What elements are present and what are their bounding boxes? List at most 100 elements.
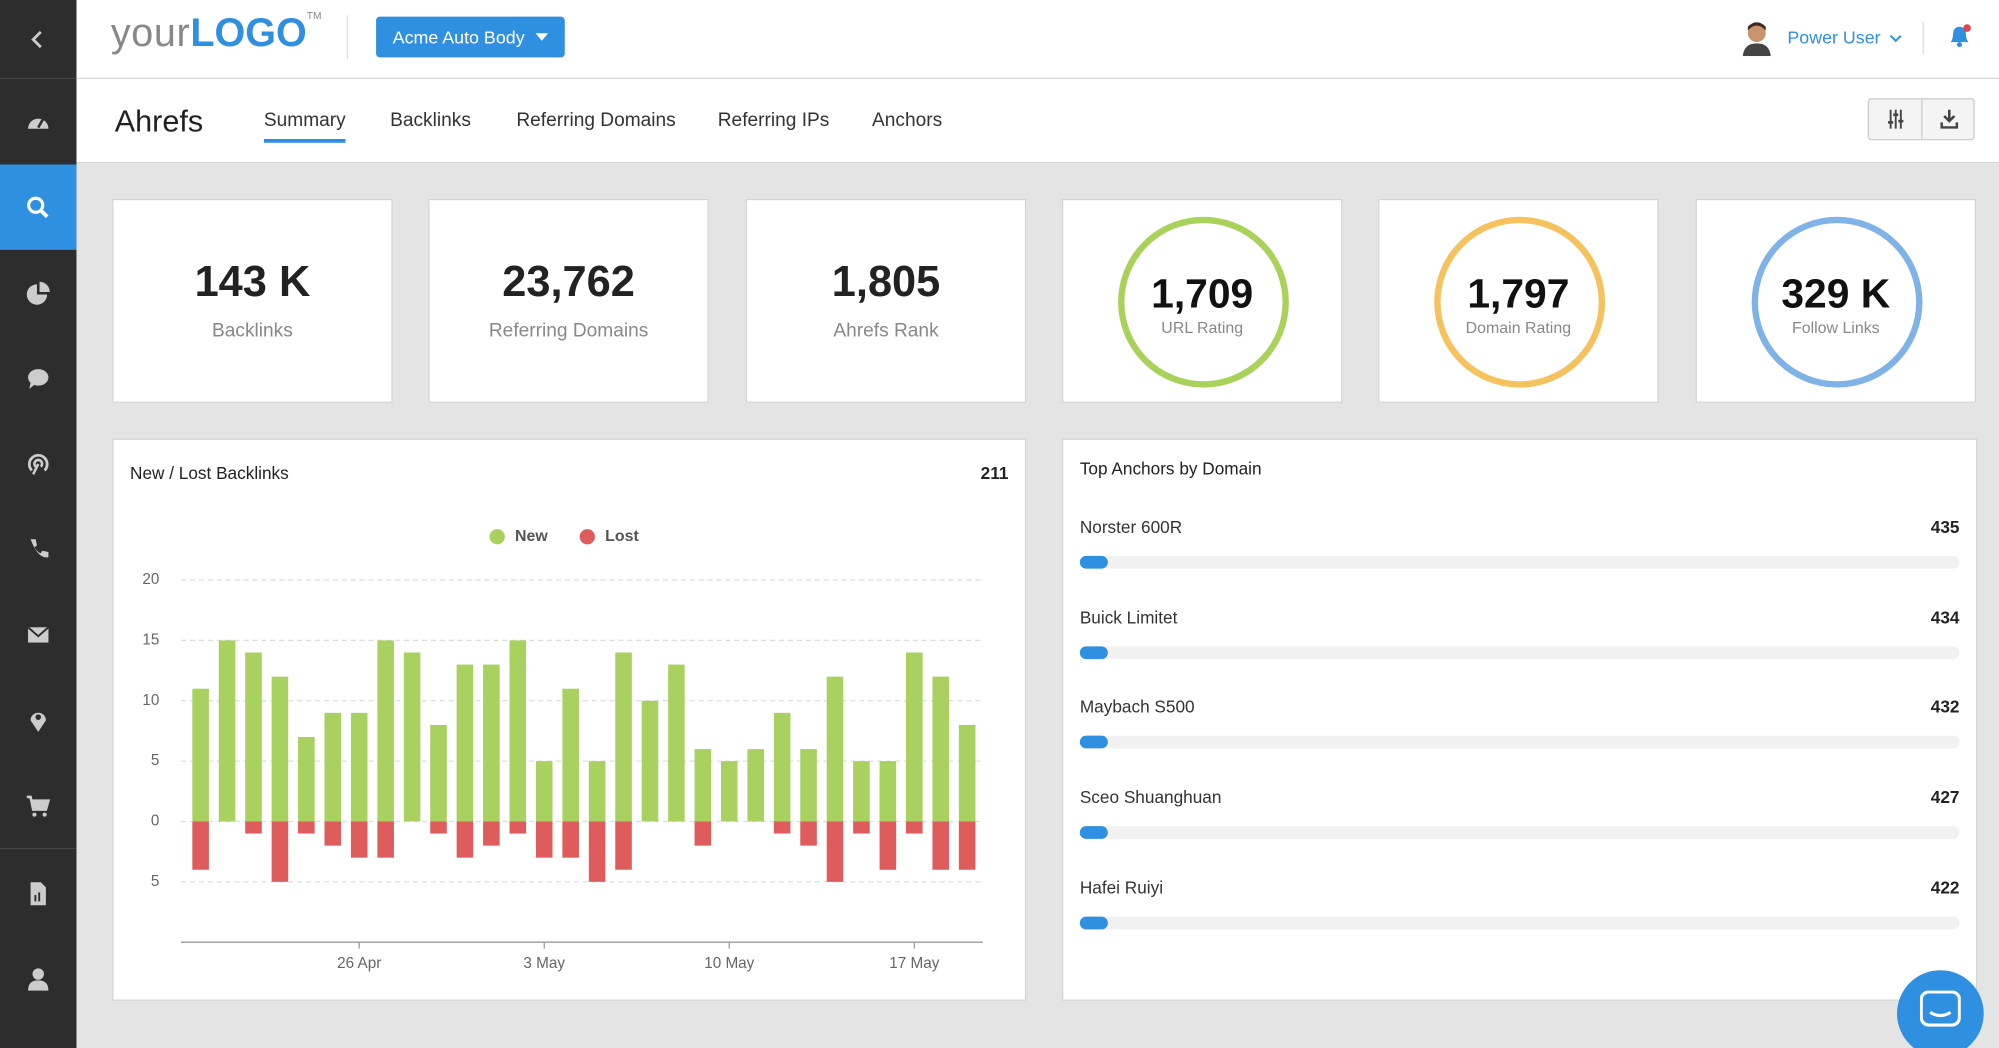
kpi-card: 1,709 URL Rating bbox=[1061, 198, 1343, 403]
pie-icon[interactable] bbox=[0, 250, 76, 335]
notification-bell[interactable] bbox=[1947, 23, 1972, 51]
anchor-value: 434 bbox=[1930, 607, 1960, 627]
divider bbox=[346, 15, 349, 59]
y-tick-label: 20 bbox=[142, 571, 159, 588]
bar bbox=[694, 749, 712, 822]
bar bbox=[668, 664, 685, 822]
kpi-value: 23,762 bbox=[502, 257, 635, 306]
bar bbox=[879, 761, 897, 822]
kpi-ring bbox=[1434, 216, 1606, 388]
anchor-value: 427 bbox=[1930, 788, 1960, 808]
search-icon[interactable] bbox=[0, 164, 77, 250]
user-icon[interactable] bbox=[0, 936, 76, 1021]
dashboard-icon[interactable] bbox=[0, 79, 76, 164]
anchor-track bbox=[1079, 555, 1960, 569]
bar bbox=[535, 761, 553, 822]
bar bbox=[245, 821, 262, 834]
account-button[interactable]: Acme Auto Body bbox=[376, 16, 565, 58]
y-tick-label: 5 bbox=[151, 752, 159, 769]
bar bbox=[800, 821, 817, 846]
bar bbox=[853, 761, 870, 822]
anchor-value: 435 bbox=[1930, 517, 1960, 537]
bar bbox=[826, 821, 844, 882]
legend-swatch bbox=[489, 529, 505, 545]
bar bbox=[245, 652, 262, 822]
bar bbox=[535, 821, 553, 858]
bar bbox=[562, 688, 579, 822]
bar bbox=[271, 821, 289, 882]
avatar[interactable] bbox=[1741, 20, 1772, 57]
tab[interactable]: Referring Domains bbox=[516, 109, 676, 132]
anchor-name: Sceo Shuanghuan bbox=[1079, 788, 1222, 808]
bar bbox=[615, 821, 632, 870]
anchors-title: Top Anchors by Domain bbox=[1079, 458, 1262, 479]
cart-icon[interactable] bbox=[0, 762, 77, 850]
bar bbox=[694, 821, 712, 846]
bar bbox=[430, 821, 447, 834]
tab[interactable]: Anchors bbox=[872, 109, 943, 132]
bar bbox=[641, 700, 659, 822]
user-menu[interactable]: Power User bbox=[1787, 27, 1902, 47]
toolbar bbox=[1867, 98, 1975, 141]
user-name: Power User bbox=[1787, 26, 1881, 48]
settings-button[interactable] bbox=[1887, 109, 1905, 129]
bar bbox=[483, 821, 500, 846]
x-tick-label: 26 Apr bbox=[337, 955, 381, 972]
kpi-value: 1,709 bbox=[1151, 270, 1254, 317]
logo: yourLOGOTM bbox=[111, 10, 322, 56]
report-icon[interactable] bbox=[0, 850, 76, 935]
bar bbox=[456, 821, 474, 858]
anchor-fill bbox=[1079, 736, 1108, 749]
bar bbox=[853, 821, 870, 834]
download-button[interactable] bbox=[1940, 109, 1959, 129]
tab[interactable]: Summary bbox=[263, 110, 346, 143]
anchor-name: Buick Limitet bbox=[1079, 607, 1178, 627]
bar bbox=[271, 676, 289, 822]
account-name: Acme Auto Body bbox=[392, 26, 525, 48]
logo-tm: TM bbox=[306, 10, 322, 22]
kpi-label: Referring Domains bbox=[488, 320, 649, 342]
bar bbox=[588, 761, 606, 822]
anchors-card: Top Anchors by Domain Norster 600R 435 Bui… bbox=[1061, 438, 1978, 1001]
collapse[interactable] bbox=[0, 0, 77, 80]
x-tick-label: 10 May bbox=[704, 955, 754, 972]
tab[interactable]: Backlinks bbox=[390, 109, 471, 132]
anchor-track bbox=[1079, 736, 1960, 749]
kpi-label: Follow Links bbox=[1791, 318, 1880, 337]
anchor-name: Hafei Ruiyi bbox=[1079, 878, 1164, 898]
chat-icon[interactable] bbox=[0, 335, 76, 420]
kpi-label: Domain Rating bbox=[1465, 318, 1572, 337]
bar bbox=[615, 652, 632, 822]
y-tick-label: 5 bbox=[151, 873, 159, 890]
anchor-fill bbox=[1079, 555, 1108, 569]
subheader: Ahrefs Summary Backlinks Referring Domains… bbox=[76, 79, 1999, 164]
bar bbox=[324, 821, 342, 846]
divider bbox=[1921, 99, 1923, 139]
chat-launcher-icon bbox=[1919, 990, 1961, 1027]
tab[interactable]: Referring IPs bbox=[717, 109, 830, 132]
bar bbox=[826, 676, 844, 822]
anchor-value: 432 bbox=[1930, 697, 1960, 718]
bar bbox=[509, 640, 527, 822]
divider bbox=[1922, 21, 1924, 55]
bar bbox=[377, 640, 394, 822]
kpi-card: 329 K Follow Links bbox=[1695, 198, 1977, 403]
bar bbox=[324, 712, 342, 822]
x-tick-label: 17 May bbox=[889, 955, 939, 972]
kpi-label: URL Rating bbox=[1161, 318, 1244, 337]
mail-icon[interactable] bbox=[0, 592, 76, 677]
chat-launcher[interactable] bbox=[1897, 970, 1984, 1048]
pin-icon[interactable] bbox=[0, 677, 76, 762]
bar bbox=[456, 664, 474, 822]
signal-icon[interactable] bbox=[0, 421, 76, 506]
kpi-card: 23,762 Referring Domains bbox=[428, 198, 709, 403]
phone-icon[interactable] bbox=[0, 506, 76, 591]
legend-swatch bbox=[579, 529, 595, 545]
sidebar bbox=[0, 0, 77, 1048]
bar bbox=[958, 724, 976, 822]
bar bbox=[377, 821, 394, 858]
bar bbox=[509, 821, 527, 834]
kpi-ring bbox=[1751, 216, 1923, 388]
